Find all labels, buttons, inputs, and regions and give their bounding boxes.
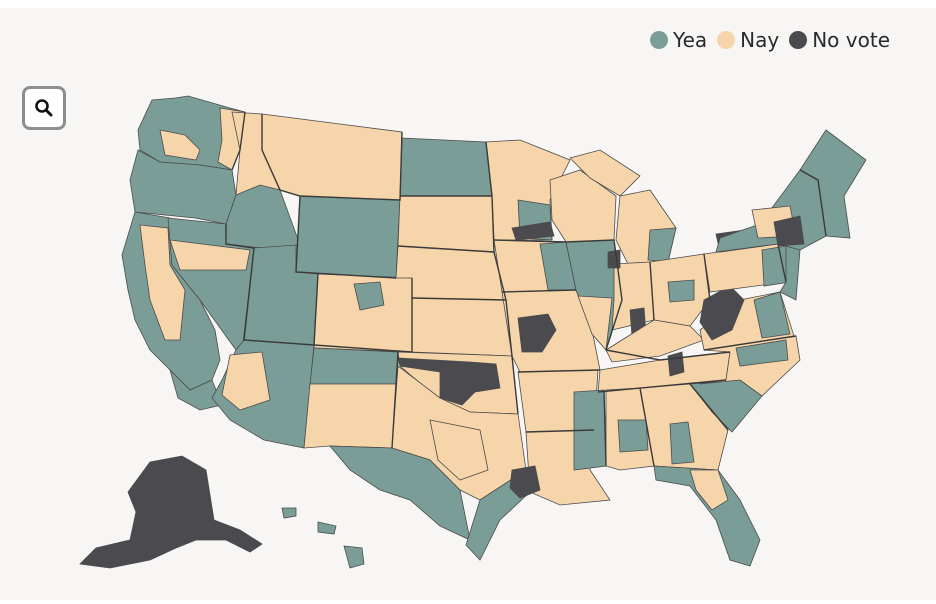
region-south-dakota[interactable] <box>397 195 495 253</box>
legend-swatch-no-vote <box>789 31 808 49</box>
region-mid-atlantic[interactable] <box>779 245 801 301</box>
search-icon <box>35 99 53 117</box>
legend-label-no-vote: No vote <box>812 28 890 52</box>
legend-label-nay: Nay <box>740 28 780 52</box>
region-california-central[interactable] <box>139 224 186 341</box>
region-montana[interactable] <box>261 113 403 201</box>
region-texas-west[interactable] <box>329 445 471 541</box>
region-nevada-north[interactable] <box>169 239 251 271</box>
region-alaska[interactable] <box>79 455 263 569</box>
region-louisiana-no-vote[interactable] <box>509 465 541 499</box>
region-hawaii-maui[interactable] <box>317 521 337 535</box>
region-texas-center[interactable] <box>429 419 489 481</box>
region-michigan-east[interactable] <box>647 227 677 263</box>
region-alabama-center[interactable] <box>617 419 649 453</box>
region-hawaii[interactable] <box>343 545 365 569</box>
region-florida-north[interactable] <box>689 469 729 511</box>
legend-swatch-yea <box>650 31 669 49</box>
state-borders <box>225 111 827 467</box>
region-new-york-no-vote[interactable] <box>773 215 805 247</box>
legend-item-no-vote: No vote <box>789 28 890 52</box>
legend: Yea Nay No vote <box>646 28 890 52</box>
district-layer <box>79 95 867 569</box>
region-michigan-upper[interactable] <box>569 149 641 197</box>
region-new-mexico-north[interactable] <box>309 347 399 385</box>
region-florida[interactable] <box>653 465 761 567</box>
region-new-mexico-south[interactable] <box>303 383 399 449</box>
region-kansas[interactable] <box>411 297 513 357</box>
region-tennessee-no-vote[interactable] <box>667 351 685 377</box>
region-north-dakota[interactable] <box>399 137 493 197</box>
region-georgia-center[interactable] <box>669 421 695 465</box>
legend-label-yea: Yea <box>673 28 708 52</box>
legend-item-yea: Yea <box>650 28 707 52</box>
region-arizona-west[interactable] <box>221 351 271 411</box>
region-hawaii-oahu[interactable] <box>281 507 297 519</box>
region-oklahoma-no-vote[interactable] <box>397 357 501 406</box>
region-washington-south[interactable] <box>159 129 201 161</box>
region-missouri-no-vote[interactable] <box>517 313 557 353</box>
region-indiana-no-vote[interactable] <box>607 249 621 269</box>
legend-item-nay: Nay <box>717 28 779 52</box>
region-virginia-north[interactable] <box>753 291 791 339</box>
legend-swatch-nay <box>717 31 736 49</box>
zoom-button[interactable] <box>22 86 66 130</box>
region-ohio-central[interactable] <box>667 279 695 303</box>
region-wyoming[interactable] <box>295 195 401 279</box>
region-colorado-center[interactable] <box>353 281 385 311</box>
region-wisconsin-no-vote[interactable] <box>511 221 555 241</box>
region-north-carolina-center[interactable] <box>735 339 789 367</box>
region-idaho-south[interactable] <box>225 184 301 249</box>
